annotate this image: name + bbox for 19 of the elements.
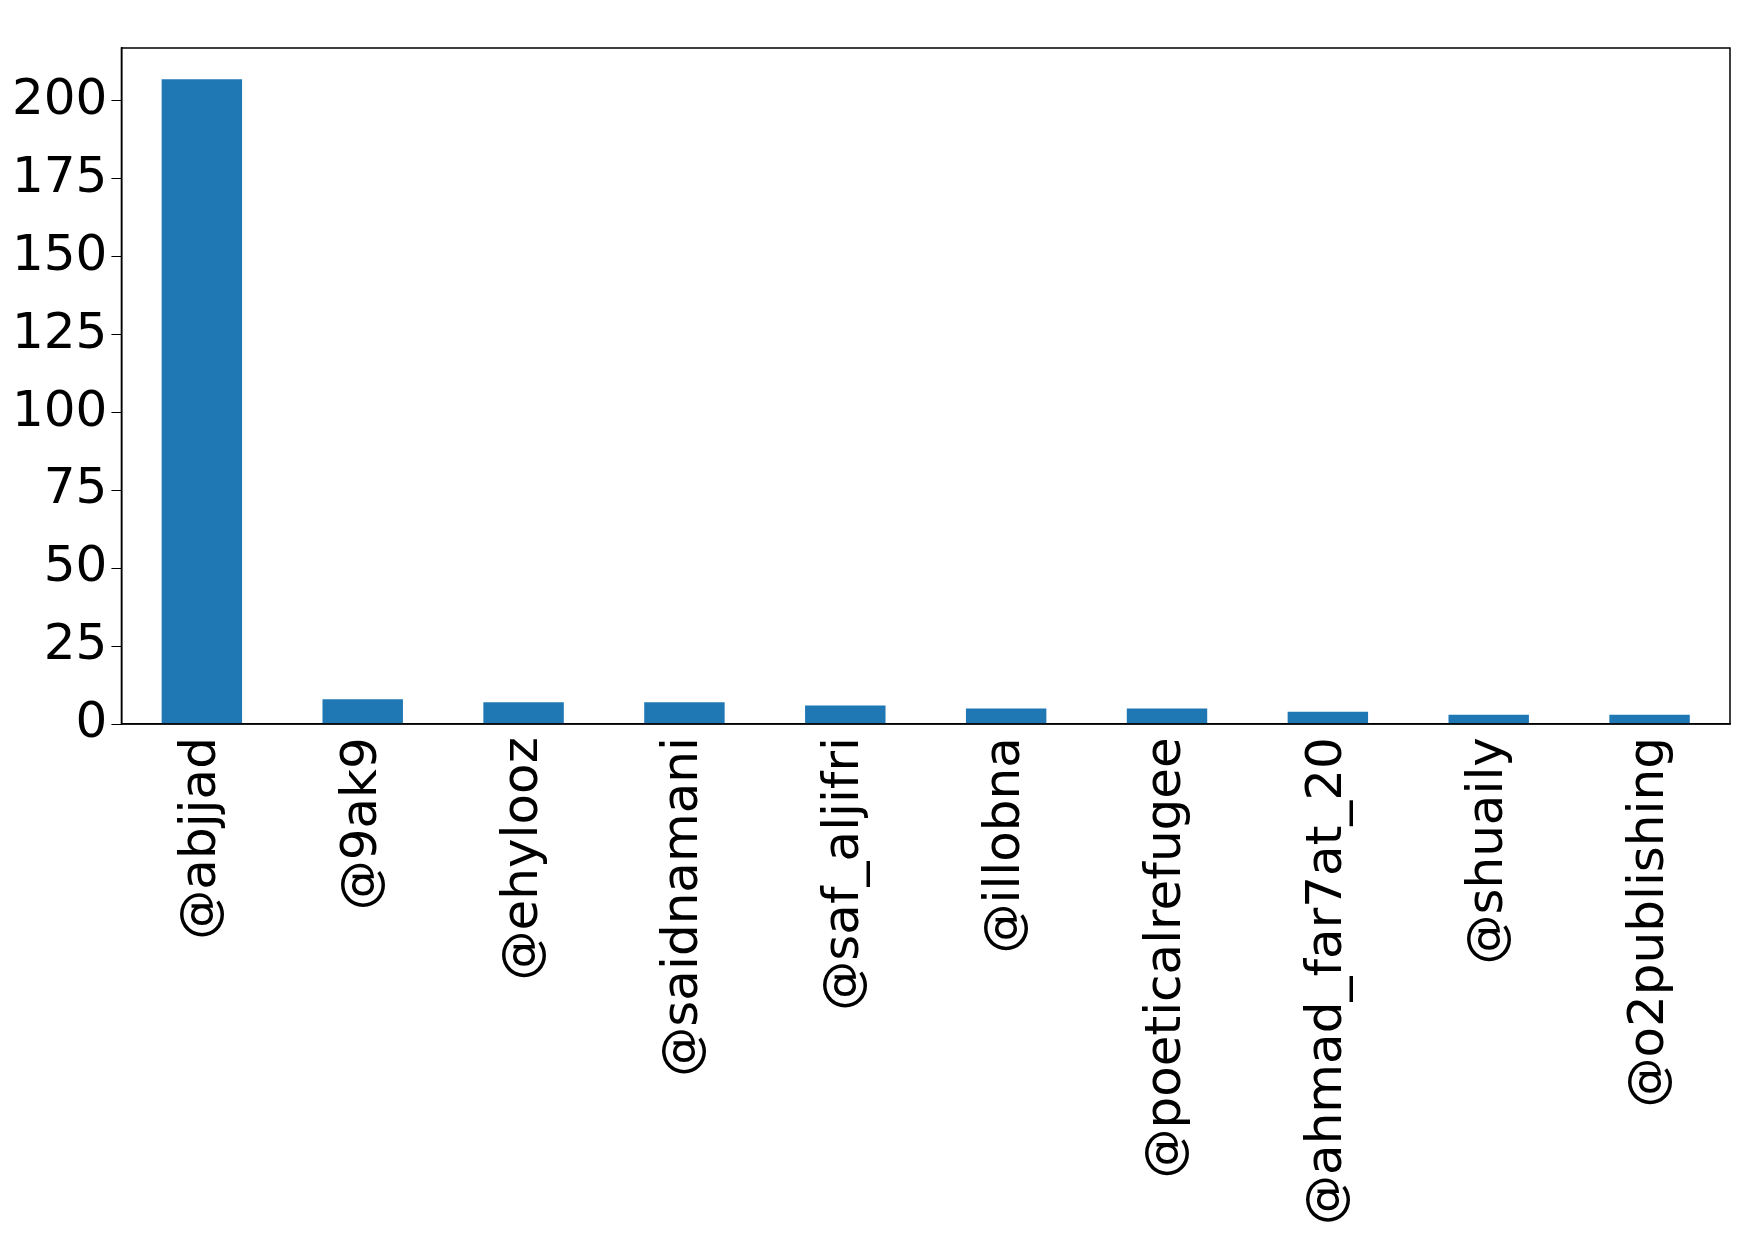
- x-tick-label: @ahmad_far7at_20: [1294, 737, 1353, 1225]
- x-tick-label: @saidnamani: [651, 737, 710, 1077]
- x-tick-label: @9ak9: [329, 737, 388, 911]
- y-tick-label: 75: [43, 457, 108, 516]
- y-tick-label: 25: [43, 613, 108, 672]
- y-tick-label: 200: [12, 67, 108, 126]
- y-tick-label: 0: [75, 691, 108, 750]
- y-tick-label: 125: [12, 301, 108, 360]
- x-tick-label: @poeticalrefugee: [1133, 737, 1192, 1179]
- y-tick-label: 175: [12, 145, 108, 204]
- x-tick-label: @o2publishing: [1616, 737, 1675, 1108]
- y-tick-label: 100: [12, 379, 108, 438]
- x-tick-label: @illobna: [973, 737, 1032, 954]
- y-tick-label: 50: [43, 535, 108, 594]
- x-tick-label: @shuaily: [1455, 737, 1514, 965]
- x-tick-label: @abjjad: [168, 737, 227, 940]
- x-tick-label: @ehylooz: [490, 737, 549, 981]
- y-tick-label: 150: [12, 223, 108, 282]
- x-tick-label: @saf_aljifri: [812, 737, 871, 1011]
